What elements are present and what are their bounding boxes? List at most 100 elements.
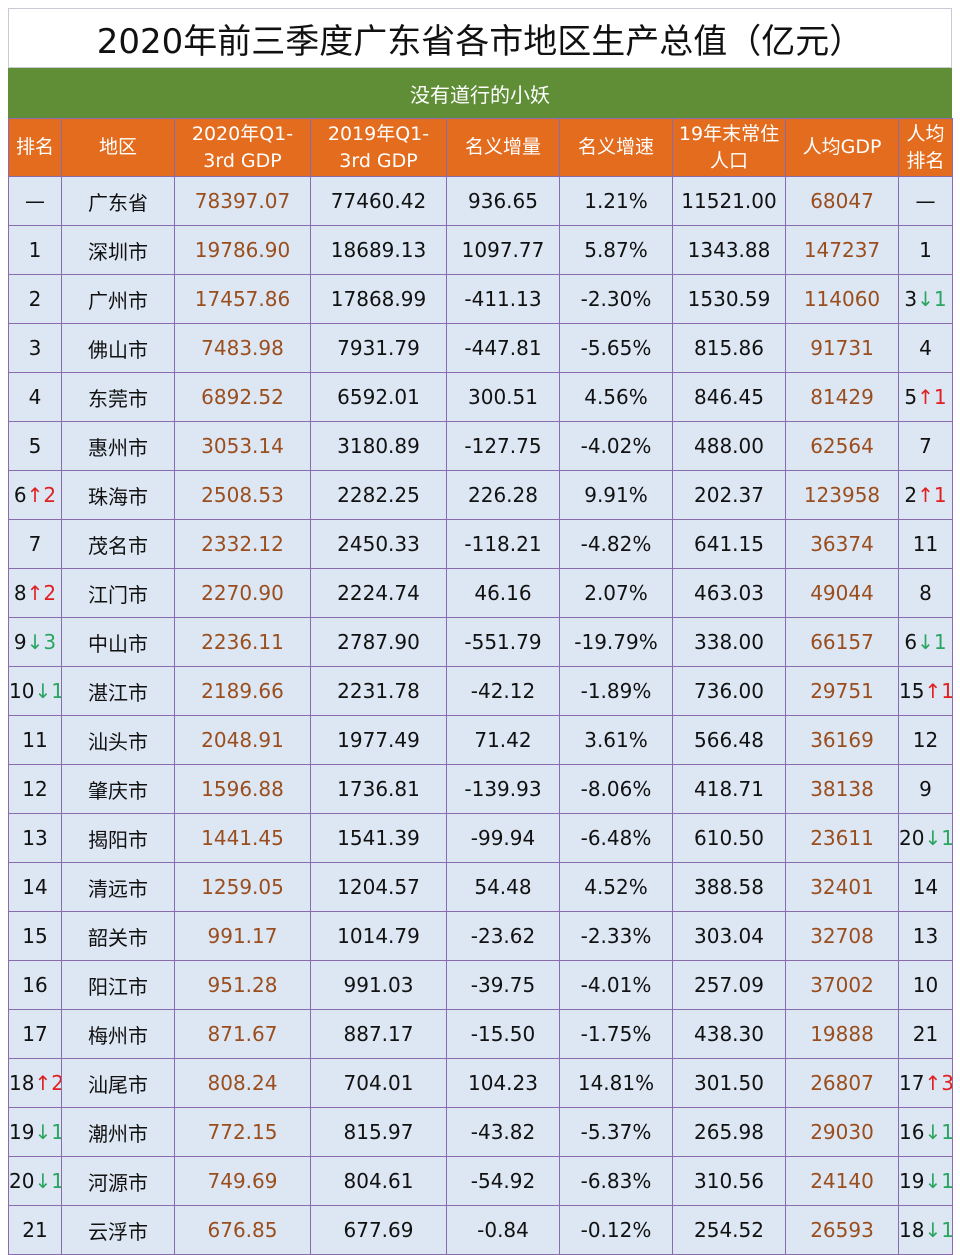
per-capita-rank-cell: 5↑1	[898, 372, 953, 422]
gdp-2019-cell: 2450.33	[310, 519, 447, 569]
region-cell: 汕尾市	[61, 1058, 175, 1108]
region-cell: 珠海市	[61, 470, 175, 520]
population-cell: 815.86	[672, 323, 786, 373]
table-row: 20↓1 河源市 749.69 804.61 -54.92 -6.83% 310.56 241…	[8, 1156, 953, 1206]
rank-up-indicator: ↑1	[924, 679, 953, 703]
gdp-2019-cell: 6592.01	[310, 372, 447, 422]
per-capita-gdp-cell: 38138	[785, 764, 899, 814]
gdp-2020-cell: 951.28	[174, 960, 311, 1010]
gdp-2019-cell: 2224.74	[310, 568, 447, 618]
population-cell: 438.30	[672, 1009, 786, 1059]
nominal-growth-cell: 3.61%	[559, 715, 673, 765]
population-cell: 418.71	[672, 764, 786, 814]
region-cell: 揭阳市	[61, 813, 175, 863]
nominal-growth-cell: 2.07%	[559, 568, 673, 618]
rank-up-indicator: ↑2	[34, 1071, 62, 1095]
nominal-increase-cell: 104.23	[446, 1058, 560, 1108]
population-cell: 463.03	[672, 568, 786, 618]
rank-cell: 5	[8, 421, 62, 471]
nominal-growth-cell: -2.30%	[559, 274, 673, 324]
gdp-2020-cell: 2189.66	[174, 666, 311, 716]
per-capita-gdp-cell: 36374	[785, 519, 899, 569]
nominal-growth-cell: -1.89%	[559, 666, 673, 716]
per-capita-rank-cell: 9	[898, 764, 953, 814]
gdp-2019-cell: 2231.78	[310, 666, 447, 716]
nominal-increase-cell: -447.81	[446, 323, 560, 373]
nominal-increase-cell: -551.79	[446, 617, 560, 667]
rank-down-indicator: ↓1	[924, 826, 953, 850]
table-row: 3 佛山市 7483.98 7931.79 -447.81 -5.65% 815.86 917…	[8, 323, 953, 373]
rank-down-indicator: ↓1	[924, 1120, 953, 1144]
per-capita-rank-cell: 2↑1	[898, 470, 953, 520]
nominal-increase-cell: -15.50	[446, 1009, 560, 1059]
population-cell: 488.00	[672, 421, 786, 471]
table-row: 18↑2 汕尾市 808.24 704.01 104.23 14.81% 301.50 268…	[8, 1058, 953, 1108]
gdp-2019-cell: 1541.39	[310, 813, 447, 863]
nominal-increase-cell: -99.94	[446, 813, 560, 863]
table-row: 4 东莞市 6892.52 6592.01 300.51 4.56% 846.45 81429…	[8, 372, 953, 422]
rank-cell: 14	[8, 862, 62, 912]
per-capita-rank-cell: 1	[898, 225, 953, 275]
table-row: 15 韶关市 991.17 1014.79 -23.62 -2.33% 303.04 3270…	[8, 911, 953, 961]
per-capita-gdp-cell: 91731	[785, 323, 899, 373]
table-row: 21 云浮市 676.85 677.69 -0.84 -0.12% 254.52 26593 1…	[8, 1205, 953, 1255]
region-cell: 中山市	[61, 617, 175, 667]
per-capita-gdp-cell: 24140	[785, 1156, 899, 1206]
gdp-2019-cell: 704.01	[310, 1058, 447, 1108]
gdp-2020-cell: 749.69	[174, 1156, 311, 1206]
nominal-increase-cell: -54.92	[446, 1156, 560, 1206]
population-cell: 1530.59	[672, 274, 786, 324]
nominal-growth-cell: -8.06%	[559, 764, 673, 814]
header-nominal-growth: 名义增速	[559, 118, 673, 177]
header-population: 19年末常住 人口	[672, 118, 786, 177]
header-row: 排名 地区 2020年Q1- 3rd GDP 2019年Q1- 3rd GDP 名义…	[8, 118, 953, 177]
gdp-2020-cell: 2048.91	[174, 715, 311, 765]
table-row: 9↓3 中山市 2236.11 2787.90 -551.79 -19.79% 338.00…	[8, 617, 953, 667]
population-cell: 610.50	[672, 813, 786, 863]
gdp-2019-cell: 2787.90	[310, 617, 447, 667]
region-cell: 湛江市	[61, 666, 175, 716]
region-cell: 汕头市	[61, 715, 175, 765]
nominal-growth-cell: -5.37%	[559, 1107, 673, 1157]
gdp-2019-cell: 677.69	[310, 1205, 447, 1255]
per-capita-gdp-cell: 23611	[785, 813, 899, 863]
header-region: 地区	[61, 118, 175, 177]
table-row: 8↑2 江门市 2270.90 2224.74 46.16 2.07% 463.03 4904…	[8, 568, 953, 618]
population-cell: 310.56	[672, 1156, 786, 1206]
per-capita-gdp-cell: 32401	[785, 862, 899, 912]
gdp-2019-cell: 991.03	[310, 960, 447, 1010]
table-row: 14 清远市 1259.05 1204.57 54.48 4.52% 388.58 32401…	[8, 862, 953, 912]
header-per-capita-gdp: 人均GDP	[785, 118, 899, 177]
nominal-growth-cell: -2.33%	[559, 911, 673, 961]
gdp-2020-cell: 7483.98	[174, 323, 311, 373]
population-cell: 388.58	[672, 862, 786, 912]
nominal-growth-cell: -4.01%	[559, 960, 673, 1010]
table-row: 17 梅州市 871.67 887.17 -15.50 -1.75% 438.30 19888…	[8, 1009, 953, 1059]
nominal-increase-cell: -127.75	[446, 421, 560, 471]
per-capita-gdp-cell: 114060	[785, 274, 899, 324]
rank-cell: —	[8, 176, 62, 226]
nominal-increase-cell: -139.93	[446, 764, 560, 814]
nominal-increase-cell: 1097.77	[446, 225, 560, 275]
gdp-2019-cell: 1977.49	[310, 715, 447, 765]
gdp-2019-cell: 887.17	[310, 1009, 447, 1059]
per-capita-gdp-cell: 49044	[785, 568, 899, 618]
per-capita-rank-cell: 4	[898, 323, 953, 373]
per-capita-rank-cell: 11	[898, 519, 953, 569]
per-capita-rank-cell: 8	[898, 568, 953, 618]
rank-cell: 12	[8, 764, 62, 814]
region-cell: 广东省	[61, 176, 175, 226]
rank-cell: 13	[8, 813, 62, 863]
per-capita-rank-cell: —	[898, 176, 953, 226]
gdp-2020-cell: 676.85	[174, 1205, 311, 1255]
gdp-2019-cell: 18689.13	[310, 225, 447, 275]
region-cell: 阳江市	[61, 960, 175, 1010]
gdp-2020-cell: 991.17	[174, 911, 311, 961]
subtitle-banner: 没有道行的小妖	[8, 68, 952, 118]
per-capita-gdp-cell: 68047	[785, 176, 899, 226]
region-cell: 潮州市	[61, 1107, 175, 1157]
per-capita-gdp-cell: 37002	[785, 960, 899, 1010]
region-cell: 韶关市	[61, 911, 175, 961]
nominal-increase-cell: 226.28	[446, 470, 560, 520]
per-capita-rank-cell: 6↓1	[898, 617, 953, 667]
